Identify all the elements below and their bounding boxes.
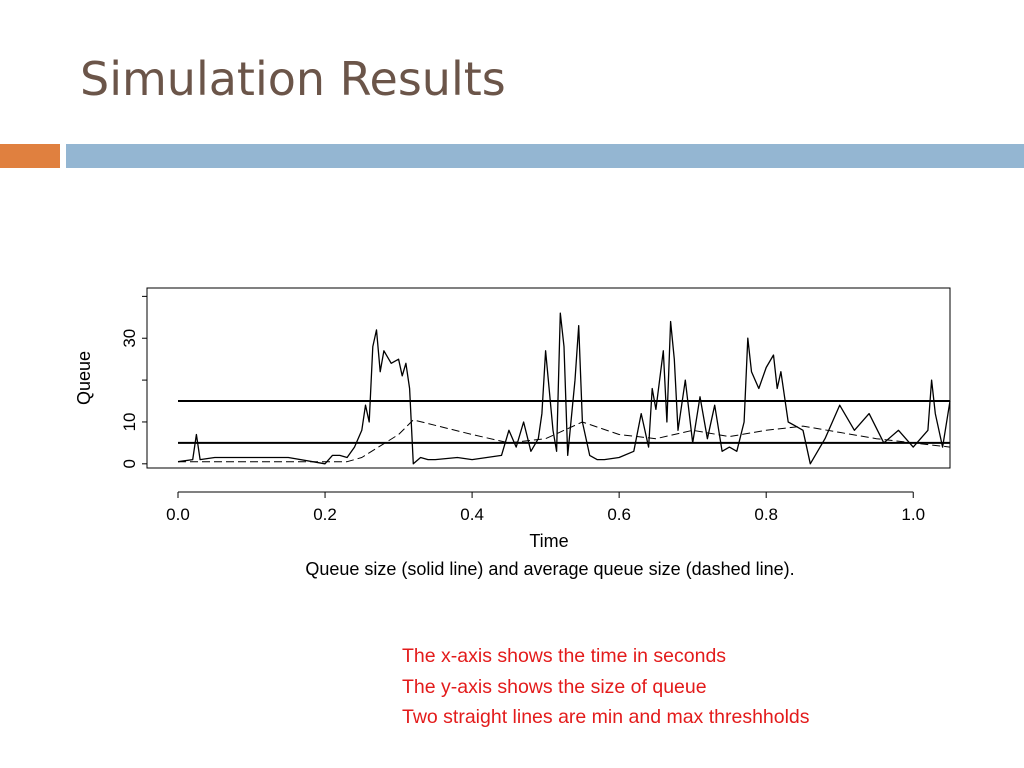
x-tick-label: 0.6 (607, 505, 631, 524)
y-tick-label: 10 (120, 412, 139, 431)
notes-block: The x-axis shows the time in seconds The… (402, 641, 810, 733)
note-line: The y-axis shows the size of queue (402, 675, 707, 698)
y-tick-label: 30 (120, 329, 139, 348)
x-tick-label: 0.4 (460, 505, 484, 524)
accent-bar-blue (66, 144, 1024, 168)
x-tick-label: 0.0 (166, 505, 190, 524)
note-line: Two straight lines are min and max thres… (402, 706, 810, 728)
x-tick-label: 1.0 (901, 505, 925, 524)
x-tick-label: 0.8 (754, 505, 778, 524)
x-tick-label: 0.2 (313, 505, 337, 524)
chart-caption: Queue size (solid line) and average queu… (305, 559, 794, 579)
x-axis-label: Time (529, 531, 568, 551)
slide-title: Simulation Results (80, 52, 506, 106)
y-tick-label: 0 (120, 459, 139, 468)
queue-size-line (177, 312, 951, 465)
plot-frame (146, 287, 951, 469)
queue-chart: 0 10 30 0.0 0.2 0.4 0.6 0.8 1.0 Queue Time Queu… (74, 287, 951, 579)
accent-bar-orange (0, 144, 60, 168)
average-queue-line (178, 419, 951, 463)
note-line: The x-axis shows the time in seconds (402, 645, 727, 667)
y-axis-label: Queue (74, 351, 94, 405)
